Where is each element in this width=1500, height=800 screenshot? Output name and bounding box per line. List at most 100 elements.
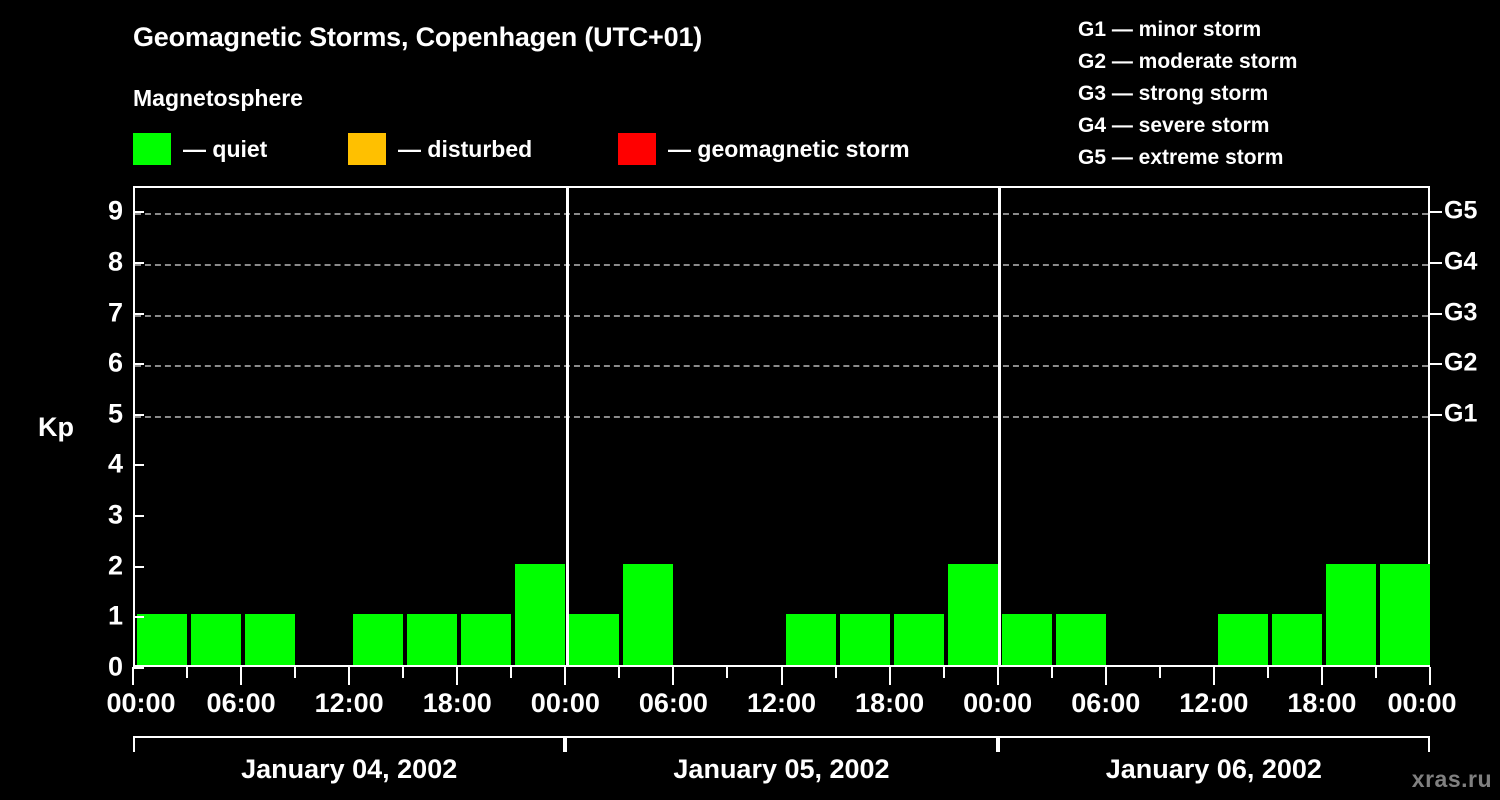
gridline-kp-8 bbox=[135, 263, 1428, 266]
y-tick-mark-0 bbox=[133, 667, 144, 669]
x-tick-mark bbox=[402, 667, 405, 678]
day-divider bbox=[565, 188, 569, 665]
x-tick-mark bbox=[888, 667, 891, 685]
x-tick-label: 18:00 bbox=[855, 688, 925, 718]
g-tick-mark-G1 bbox=[1430, 413, 1442, 416]
legend-swatch-geomagnetic-storm bbox=[618, 133, 656, 165]
x-tick-mark bbox=[186, 667, 189, 678]
g-scale-row-5: G5 — extreme storm bbox=[1078, 146, 1284, 169]
y-tick-mark-4 bbox=[133, 464, 144, 467]
bar bbox=[947, 563, 998, 665]
day-label: January 04, 2002 bbox=[241, 754, 458, 784]
legend-label-geomagnetic-storm: — geomagnetic storm bbox=[668, 135, 910, 162]
x-tick-mark bbox=[1266, 667, 1269, 678]
x-tick-label: 12:00 bbox=[314, 688, 384, 718]
bar bbox=[785, 614, 836, 665]
y-tick-mark-3 bbox=[133, 515, 144, 518]
bar bbox=[137, 614, 188, 665]
x-tick-mark bbox=[780, 667, 783, 685]
y-tick-mark-7 bbox=[133, 312, 144, 315]
g-tick-mark-G5 bbox=[1430, 211, 1442, 214]
bar bbox=[191, 614, 242, 665]
y-tick-mark-8 bbox=[133, 261, 144, 264]
y-tick-label-4: 4 bbox=[107, 448, 123, 479]
x-tick-label: 18:00 bbox=[1287, 688, 1357, 718]
x-tick-label: 00:00 bbox=[1387, 688, 1457, 718]
g-scale-row-1: G1 — minor storm bbox=[1078, 18, 1262, 41]
y-tick-label-2: 2 bbox=[107, 550, 123, 581]
x-tick-mark bbox=[1320, 667, 1323, 685]
g-scale-row-2: G2 — moderate storm bbox=[1078, 50, 1298, 73]
bar bbox=[1325, 563, 1376, 665]
bar bbox=[407, 614, 458, 665]
g-scale-row-3: G3 — strong storm bbox=[1078, 82, 1269, 105]
day-bracket bbox=[133, 736, 566, 752]
x-tick-mark bbox=[564, 667, 567, 685]
x-tick-mark bbox=[996, 667, 999, 685]
x-tick-label: 12:00 bbox=[746, 688, 817, 718]
gridline-kp-7 bbox=[135, 314, 1428, 317]
x-tick-mark bbox=[618, 667, 621, 678]
x-tick-label: 18:00 bbox=[422, 688, 492, 718]
x-tick-mark bbox=[1158, 667, 1161, 678]
y-tick-mark-6 bbox=[133, 363, 144, 366]
bar bbox=[1001, 614, 1052, 665]
x-tick-label: 12:00 bbox=[1179, 688, 1249, 718]
y-tick-mark-5 bbox=[133, 413, 144, 416]
legend-label-disturbed: — disturbed bbox=[398, 135, 533, 162]
x-tick-mark bbox=[1050, 667, 1053, 678]
g-tick-label-G4: G4 bbox=[1444, 247, 1478, 276]
bar bbox=[623, 563, 674, 665]
x-tick-label: 00:00 bbox=[106, 688, 176, 718]
y-tick-label-1: 1 bbox=[107, 600, 123, 631]
x-tick-label: 06:00 bbox=[206, 688, 276, 718]
day-label: January 05, 2002 bbox=[673, 754, 890, 784]
g-axis-labels: G1 G2 G3 G4 G5 bbox=[1444, 186, 1500, 667]
x-tick-mark bbox=[942, 667, 945, 678]
y-tick-mark-9 bbox=[133, 211, 144, 214]
y-tick-label-7: 7 bbox=[107, 297, 123, 328]
bar bbox=[353, 614, 404, 665]
watermark: xras.ru bbox=[1411, 766, 1492, 792]
plot-area bbox=[133, 186, 1430, 667]
bar bbox=[1379, 563, 1430, 665]
x-tick-mark bbox=[834, 667, 837, 678]
y-axis-labels: 0 1 2 3 4 5 6 7 8 9 bbox=[45, 186, 123, 682]
legend-swatch-quiet bbox=[133, 133, 171, 165]
day-bracket bbox=[565, 736, 998, 752]
x-tick-mark bbox=[240, 667, 243, 685]
x-tick-mark bbox=[1374, 667, 1377, 678]
legend-entry-disturbed: — disturbed bbox=[348, 131, 532, 167]
bar bbox=[893, 614, 944, 665]
g-scale-legend: G1 — minor storm G2 — moderate storm G3 — … bbox=[1078, 14, 1297, 174]
x-tick-mark bbox=[456, 667, 459, 685]
y-tick-label-0: 0 bbox=[107, 651, 123, 682]
bar bbox=[461, 614, 512, 665]
x-tick-label: 00:00 bbox=[530, 688, 600, 718]
x-tick-mark bbox=[348, 667, 351, 685]
x-tick-mark bbox=[672, 667, 675, 685]
x-tick-mark bbox=[1104, 667, 1107, 685]
x-tick-mark bbox=[294, 667, 297, 678]
x-tick-label: 06:00 bbox=[1071, 688, 1141, 718]
y-tick-label-8: 8 bbox=[107, 246, 123, 277]
bar bbox=[1055, 614, 1106, 665]
gridline-kp-5 bbox=[135, 415, 1428, 418]
g-tick-label-G5: G5 bbox=[1444, 196, 1478, 225]
y-tick-mark-2 bbox=[133, 565, 144, 568]
x-tick-mark bbox=[510, 667, 513, 678]
gridline-kp-6 bbox=[135, 365, 1428, 368]
g-tick-label-G3: G3 bbox=[1444, 298, 1478, 327]
g-tick-mark-G2 bbox=[1430, 363, 1442, 366]
x-tick-label: 06:00 bbox=[638, 688, 708, 718]
legend-swatch-disturbed bbox=[348, 133, 386, 165]
day-divider bbox=[998, 188, 1002, 665]
day-label: January 06, 2002 bbox=[1105, 754, 1322, 784]
y-tick-label-5: 5 bbox=[107, 398, 123, 429]
bar bbox=[1217, 614, 1268, 665]
y-tick-mark-1 bbox=[133, 616, 144, 619]
bar bbox=[515, 563, 566, 665]
bar bbox=[1271, 614, 1322, 665]
bar bbox=[245, 614, 296, 665]
